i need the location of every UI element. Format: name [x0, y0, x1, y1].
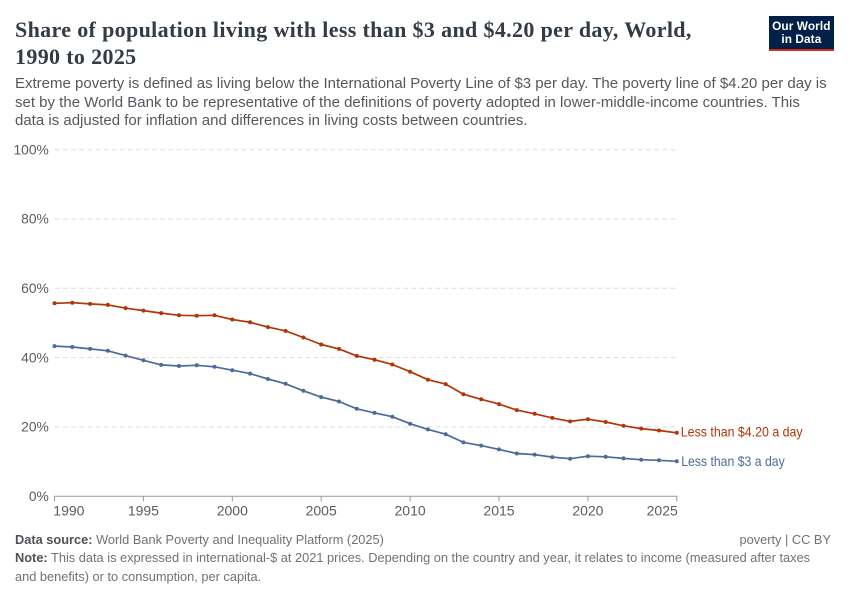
svg-text:1990: 1990: [53, 502, 84, 518]
svg-text:2025: 2025: [647, 502, 678, 518]
svg-text:Less than $4.20 a day: Less than $4.20 a day: [681, 424, 803, 440]
svg-text:80%: 80%: [21, 212, 49, 227]
svg-text:2005: 2005: [306, 502, 337, 518]
svg-text:20%: 20%: [21, 420, 49, 435]
svg-text:100%: 100%: [14, 142, 49, 157]
svg-text:Less than $3 a day: Less than $3 a day: [681, 453, 785, 469]
svg-text:0%: 0%: [29, 489, 49, 504]
svg-text:2000: 2000: [217, 502, 248, 518]
svg-text:2020: 2020: [572, 502, 603, 518]
svg-text:1995: 1995: [128, 502, 159, 518]
svg-text:2010: 2010: [395, 502, 426, 518]
svg-text:2015: 2015: [483, 502, 514, 518]
svg-text:60%: 60%: [21, 281, 49, 296]
svg-text:40%: 40%: [21, 350, 49, 365]
